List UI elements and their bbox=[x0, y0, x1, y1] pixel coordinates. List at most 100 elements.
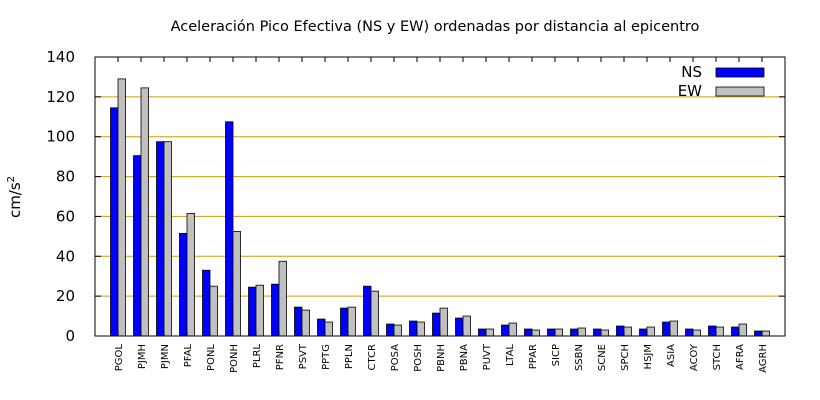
x-tick-label: PPTG bbox=[321, 344, 332, 370]
y-tick-label: 80 bbox=[56, 168, 75, 186]
x-tick-label: PSVT bbox=[298, 343, 309, 369]
bar-ns-ponh bbox=[225, 121, 234, 337]
bar-ns-pjmn bbox=[156, 141, 165, 337]
bar-ew-acoy bbox=[692, 329, 701, 337]
bar-ns-spch bbox=[616, 325, 625, 337]
y-axis-label-unit: cm/s bbox=[6, 182, 24, 218]
bar-ns-puvt bbox=[478, 328, 487, 337]
bar-ns-pgol bbox=[110, 107, 119, 337]
legend-swatch-ns bbox=[715, 67, 765, 78]
bar-ew-stch bbox=[715, 326, 724, 337]
axes bbox=[94, 56, 786, 337]
y-axis-label: cm/s2 bbox=[6, 176, 24, 218]
bar-ns-psvt bbox=[294, 306, 303, 337]
x-tick-label: SCNE bbox=[597, 344, 608, 371]
bar-ns-stch bbox=[708, 325, 717, 337]
bar-ns-plrl bbox=[248, 286, 257, 337]
bar-ew-posa bbox=[393, 324, 402, 337]
bar-ew-pjmn bbox=[163, 141, 172, 337]
bar-ew-ponl bbox=[209, 285, 218, 337]
bar-ew-puvt bbox=[485, 328, 494, 337]
x-tick-label: PJMN bbox=[160, 344, 171, 369]
x-tick-label: AGRH bbox=[758, 344, 769, 373]
x-tick-label: ACOY bbox=[689, 343, 700, 371]
x-tick-label: PFAL bbox=[183, 344, 194, 368]
bar-ew-ctcr bbox=[370, 290, 379, 337]
bar-ns-pfal bbox=[179, 232, 188, 337]
x-tick-label: POSH bbox=[413, 344, 424, 372]
bar-ns-sicp bbox=[547, 328, 556, 337]
bar-ns-scne bbox=[593, 328, 602, 337]
bar-ns-ssbn bbox=[570, 328, 579, 337]
bar-ns-ltal bbox=[501, 324, 510, 337]
bar-ew-asia bbox=[669, 320, 678, 337]
y-tick-label: 120 bbox=[46, 88, 75, 106]
x-tick-label: PFNR bbox=[275, 344, 286, 370]
x-tick-label: SICP bbox=[551, 344, 562, 366]
bar-ns-ppln bbox=[340, 307, 349, 337]
bar-ns-afra bbox=[731, 326, 740, 337]
bar-ns-pjmh bbox=[133, 155, 142, 337]
bar-ew-spch bbox=[623, 326, 632, 337]
x-tick-label: PPAR bbox=[528, 344, 539, 369]
bar-ns-agrh bbox=[754, 330, 763, 337]
bar-ew-pbnh bbox=[439, 307, 448, 337]
y-axis-label-exponent: 2 bbox=[6, 176, 17, 182]
x-tick-label: PUVT bbox=[482, 343, 493, 370]
bar-ew-posh bbox=[416, 321, 425, 337]
bar-ns-ppar bbox=[524, 328, 533, 337]
x-tick-label: PPLN bbox=[344, 344, 355, 369]
x-tick-label: POSA bbox=[390, 344, 401, 371]
bar-ns-pptg bbox=[317, 318, 326, 337]
bar-ew-plrl bbox=[255, 284, 264, 337]
plot-frame bbox=[94, 56, 786, 337]
x-tick-label: PLRL bbox=[252, 344, 263, 369]
x-tick-label: PJMH bbox=[137, 344, 148, 369]
bar-ew-pptg bbox=[324, 321, 333, 337]
x-tick-label: SPCH bbox=[620, 344, 631, 371]
bar-ew-pgol bbox=[117, 78, 126, 337]
bar-ns-pfnr bbox=[271, 283, 280, 337]
x-tick-label: HSJM bbox=[643, 344, 654, 369]
bar-ew-afra bbox=[738, 323, 747, 337]
bar-ns-posa bbox=[386, 323, 395, 337]
bar-ew-ppln bbox=[347, 306, 356, 337]
y-tick-label: 60 bbox=[56, 207, 75, 225]
x-tick-label: PGOL bbox=[114, 344, 125, 372]
x-tick-label: PBNH bbox=[436, 344, 447, 372]
bar-ew-ppar bbox=[531, 329, 540, 337]
bar-ew-scne bbox=[600, 329, 609, 337]
chart-title: Aceleración Pico Efectiva (NS y EW) orde… bbox=[171, 19, 700, 35]
y-tick-label: 0 bbox=[65, 327, 75, 345]
bar-ew-pfal bbox=[186, 213, 195, 337]
grid-lines bbox=[95, 96, 785, 297]
bar-ew-hsjm bbox=[646, 326, 655, 337]
legend-swatch-ew bbox=[715, 86, 765, 97]
x-tick-label: PONH bbox=[229, 344, 240, 373]
x-tick-label: STCH bbox=[712, 344, 723, 370]
x-tick-labels: PGOL PJMH PJMN PFAL PONL PONH PLRL PFNR PSVT PPTG… bbox=[114, 343, 769, 373]
bar-ns-ponl bbox=[202, 269, 211, 337]
x-tick-label: ASIA bbox=[666, 344, 677, 367]
y-tick-labels: 0 20 40 60 80 100 120 140 bbox=[46, 48, 75, 345]
bar-ew-psvt bbox=[301, 309, 310, 337]
legend-label-ns: NS bbox=[681, 63, 702, 81]
bars bbox=[110, 78, 770, 337]
bar-ns-posh bbox=[409, 320, 418, 337]
bar-ns-hsjm bbox=[639, 328, 648, 337]
x-tick-label: SSBN bbox=[574, 344, 585, 371]
x-tick-label: PBNA bbox=[459, 344, 470, 371]
x-tick-label: CTCR bbox=[367, 344, 378, 370]
x-tick-label: PONL bbox=[206, 344, 217, 371]
legend-label-ew: EW bbox=[678, 82, 702, 100]
bar-ns-pbna bbox=[455, 317, 464, 337]
x-tick-label: AFRA bbox=[735, 344, 746, 370]
y-tick-label: 140 bbox=[46, 48, 75, 66]
bar-ew-ssbn bbox=[577, 327, 586, 337]
y-tick-label: 40 bbox=[56, 247, 75, 265]
bar-ew-sicp bbox=[554, 328, 563, 337]
bar-ns-pbnh bbox=[432, 312, 441, 337]
